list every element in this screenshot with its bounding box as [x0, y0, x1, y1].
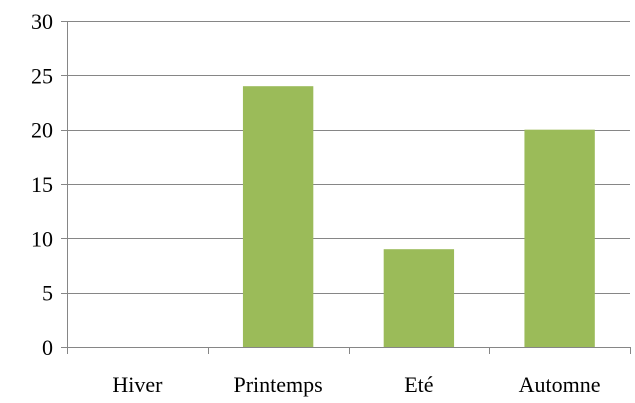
x-tick-label-eté: Eté: [404, 372, 433, 397]
y-tick-label-0: 0: [42, 335, 53, 360]
y-tick-label-20: 20: [31, 118, 53, 143]
bars: [242, 86, 595, 347]
x-tick-labels: Hiver Printemps Eté Automne: [112, 372, 600, 397]
axes: [61, 21, 631, 354]
y-tick-label-25: 25: [31, 63, 53, 88]
y-tick-label-10: 10: [31, 226, 53, 251]
y-tick-label-15: 15: [31, 172, 53, 197]
x-tick-label-automne: Automne: [519, 372, 601, 397]
bar-eté: [383, 249, 455, 347]
y-tick-label-5: 5: [42, 281, 53, 306]
x-tick-label-hiver: Hiver: [112, 372, 163, 397]
bar-automne: [524, 129, 595, 347]
x-tick-label-printemps: Printemps: [234, 372, 323, 397]
y-tick-label-30: 30: [31, 9, 53, 34]
y-tick-labels: 0 5 10 15 20 25 30: [31, 9, 53, 360]
bar-printemps: [242, 86, 314, 347]
